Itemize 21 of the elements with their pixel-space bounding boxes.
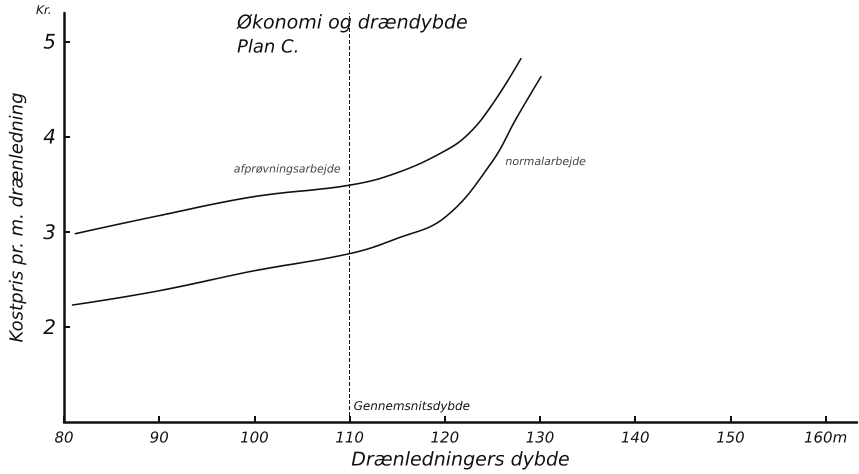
x-tick-label: 160m [804, 428, 848, 446]
text: Kr. [36, 3, 52, 17]
y-tick-label: 4 [43, 124, 56, 149]
x-axis-title: Drænledningers dybde [351, 448, 570, 470]
x-tick-label: 80 [54, 428, 74, 446]
y-axis-title: Kostpris pr. m. drænledning [6, 92, 28, 343]
y-tick-label: 3 [43, 220, 56, 244]
x-tick-label: 90 [150, 428, 169, 446]
y-tick-label: 5 [43, 30, 56, 54]
x-tick-label: 150 [716, 428, 745, 446]
annotation: normalarbejde [505, 154, 586, 168]
x-tick-label: 140 [620, 428, 650, 446]
y-tick-label: 2 [43, 314, 56, 339]
x-tick-label: 110 [335, 428, 364, 446]
x-tick-label: 120 [430, 428, 460, 446]
text: Plan C. [237, 36, 300, 58]
annotation: afprøvningsarbejde [234, 162, 341, 176]
x-tick-label: 100 [240, 428, 269, 446]
ref-line-label: Gennemsnitsdybde [354, 399, 470, 413]
chart-title: Økonomi og drændybde [236, 12, 468, 34]
x-tick-label: 130 [526, 428, 554, 446]
